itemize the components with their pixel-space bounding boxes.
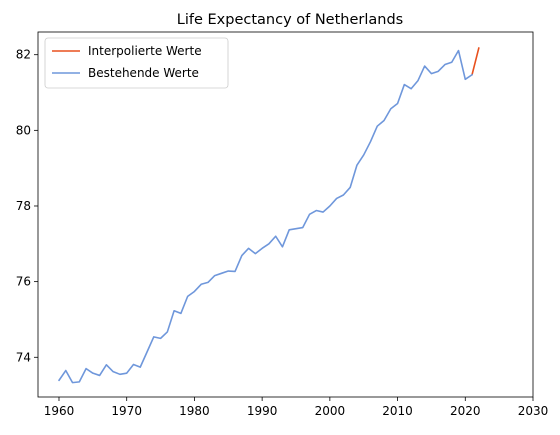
y-tick-label: 74 [16,350,31,364]
x-tick-label: 2010 [382,404,413,418]
legend-box [44,37,229,89]
x-tick-label: 1960 [44,404,75,418]
x-tick-label: 2030 [518,404,549,418]
x-axis: 1960 1970 1980 1990 2000 2010 2020 2030 [44,397,549,418]
x-tick-label: 1990 [247,404,278,418]
y-tick-label: 82 [16,48,31,62]
chart-title: Life Expectancy of Netherlands [177,12,403,28]
x-tick-label: 2020 [450,404,481,418]
legend: Interpolierte Werte Bestehende Werte [44,37,229,89]
y-axis: 74 76 78 80 82 [16,48,38,364]
series-line-2 [58,49,473,384]
legend-label: Interpolierte Werte [88,44,202,58]
y-tick-label: 80 [16,123,31,137]
plot-frame [37,31,534,398]
x-tick-label: 2000 [315,404,346,418]
x-tick-label: 1970 [111,404,142,418]
plot-lines [58,47,480,384]
x-tick-label: 1980 [179,404,210,418]
y-tick-label: 76 [16,275,31,289]
y-tick-label: 78 [16,199,31,213]
series-line-1 [471,47,480,76]
legend-label: Bestehende Werte [88,66,199,80]
